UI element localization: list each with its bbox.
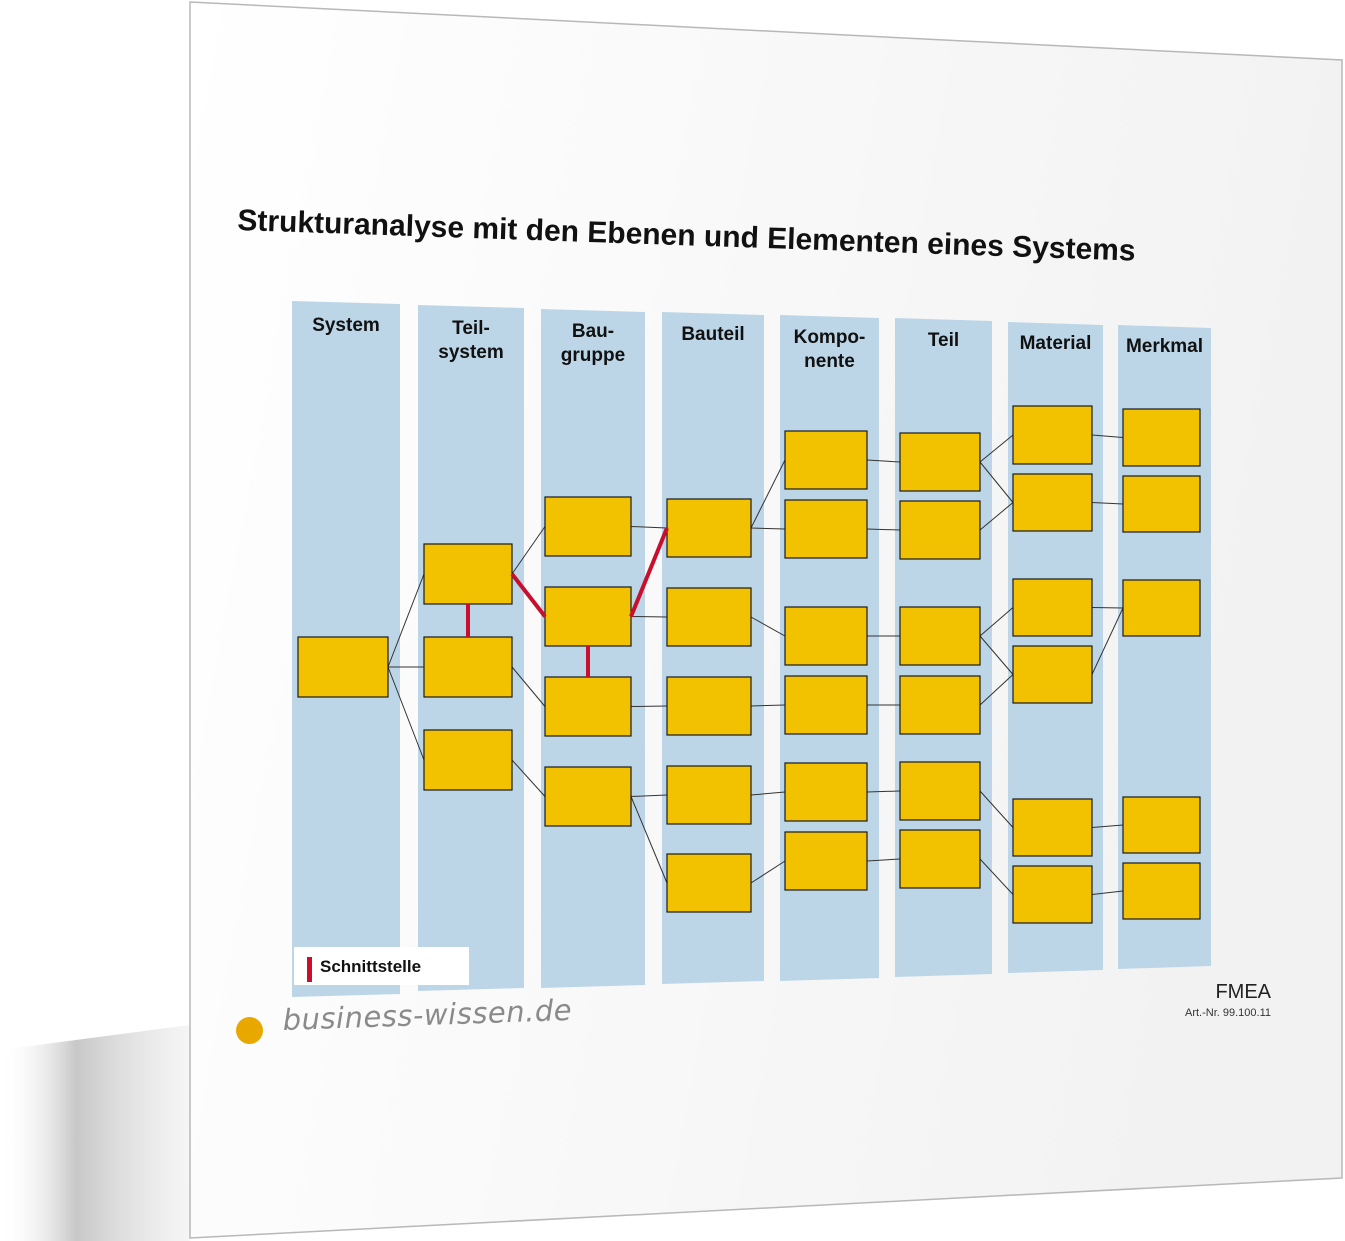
link-B4-BT5 [630,796,668,884]
link-P3-M3 [979,607,1014,637]
element-box-s1 [297,636,389,698]
column-label-teil: Teil [927,330,960,351]
element-box-f4 [1122,796,1201,854]
link-B1-BT1 [630,526,668,529]
link-B4-BT4 [630,794,668,797]
legend-label: Schnittstelle [320,957,422,976]
link-P1-M1 [979,434,1014,463]
element-box-m6 [1012,865,1093,924]
link-BT4-K5 [750,791,786,796]
link-S1-T3 [387,666,425,761]
link-T2-B3 [511,666,546,707]
element-box-k5 [784,762,868,822]
link-M5-F4 [1091,824,1124,828]
interface-T1-B2 [510,572,547,618]
link-M2-F2 [1091,502,1124,505]
element-box-k2 [784,499,868,559]
article-number: Art.-Nr. 99.100.11 [1184,1007,1271,1019]
link-M3-F3 [1091,607,1124,609]
element-box-t2 [423,636,513,698]
link-T3-B4 [511,759,546,797]
link-K5-P5 [866,790,901,793]
element-box-p6 [899,829,981,889]
element-box-p2 [899,500,981,560]
element-box-f1 [1122,408,1201,467]
element-box-b1 [544,496,632,557]
element-box-f5 [1122,862,1201,920]
link-B3-BT3 [630,705,668,707]
element-box-f2 [1122,475,1201,533]
link-BT1-K1 [750,459,786,529]
column-label-bauteil: Bauteil [681,324,745,345]
link-P3-M4 [979,635,1014,675]
link-T1-B1 [511,526,546,575]
element-box-b3 [544,676,632,737]
link-BT1-K2 [750,527,786,530]
element-box-m3 [1012,578,1093,637]
link-M6-F5 [1091,890,1124,895]
element-box-k6 [784,831,868,891]
brand-dot-icon [236,1017,263,1044]
column-label-merkmal: Merkmal [1125,336,1204,357]
link-M4-F3 [1091,607,1124,675]
interface-B2-BT1 [629,527,669,618]
element-box-t1 [423,543,513,605]
element-box-m2 [1012,473,1093,532]
link-B2-BT2 [630,616,668,618]
link-S1-T1 [387,573,425,668]
element-box-bt1 [666,498,752,558]
column-label-baugruppe: Bau- gruppe [560,321,626,366]
element-box-bt4 [666,765,752,825]
link-BT5-K6 [750,860,786,884]
element-box-m1 [1012,405,1093,465]
element-box-k3 [784,606,868,666]
element-box-k1 [784,430,868,490]
link-P1-M2 [979,461,1014,503]
link-M1-F1 [1091,434,1124,438]
column-label-komponente: Kompo- nente [793,327,866,372]
legend-interface-swatch [307,957,312,982]
column-band-baugruppe [541,309,645,988]
element-box-p4 [899,675,981,735]
column-label-teilsystem: Teil- system [438,318,504,363]
link-P5-M5 [979,790,1014,828]
link-BT3-K4 [750,704,786,707]
element-box-f3 [1122,579,1201,637]
element-box-m4 [1012,645,1093,704]
column-label-material: Material [1019,333,1092,354]
link-P2-M2 [979,502,1014,531]
element-box-b4 [544,766,632,827]
element-box-bt5 [666,853,752,913]
link-P4-M4 [979,674,1014,706]
element-box-p1 [899,432,981,492]
link-BT2-K3 [750,616,786,637]
element-box-bt3 [666,676,752,736]
element-box-bt2 [666,587,752,647]
element-box-k4 [784,675,868,735]
column-label-system: System [312,315,380,336]
product-name: FMEA [1215,981,1271,1003]
element-box-b2 [544,586,632,647]
element-box-p3 [899,606,981,666]
element-box-t3 [423,729,513,791]
link-K6-P6 [866,858,901,862]
link-K2-P2 [866,528,901,531]
element-box-m5 [1012,798,1093,857]
legend [294,947,469,985]
element-box-p5 [899,761,981,821]
link-P6-M6 [979,858,1014,895]
link-K1-P1 [866,459,901,463]
